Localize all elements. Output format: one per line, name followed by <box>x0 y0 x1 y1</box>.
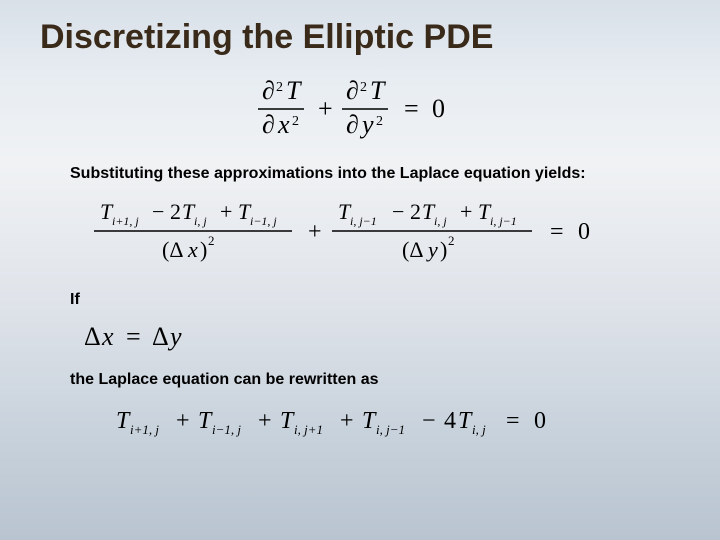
equation-laplace: ∂ 2 T ∂ x 2 + ∂ 2 T ∂ y 2 = 0 <box>40 75 680 150</box>
svg-text:=: = <box>404 94 419 123</box>
svg-text:+: + <box>460 199 472 224</box>
svg-text:y: y <box>167 322 182 351</box>
slide-title: Discretizing the Elliptic PDE <box>40 18 680 57</box>
svg-text:−: − <box>422 408 436 434</box>
equation-dxdy: Δx = Δy <box>80 321 680 360</box>
svg-text:Δ: Δ <box>84 322 101 351</box>
svg-text:+: + <box>176 408 190 434</box>
svg-text:i, j: i, j <box>194 214 207 228</box>
svg-text:x: x <box>187 237 198 262</box>
svg-text:0: 0 <box>432 94 445 123</box>
svg-text:i, j−1: i, j−1 <box>490 214 517 228</box>
svg-text:0: 0 <box>578 219 590 245</box>
text-if: If <box>70 290 680 311</box>
equation-final: Ti+1, j + Ti−1, j + Ti, j+1 + Ti, j−1 − … <box>40 400 680 449</box>
text-rewrite: the Laplace equation can be rewritten as <box>70 370 680 391</box>
svg-text:i+1, j: i+1, j <box>112 214 139 228</box>
svg-text:x: x <box>277 110 290 139</box>
svg-text:∂: ∂ <box>262 110 275 139</box>
svg-text:T: T <box>286 76 302 105</box>
svg-text:i, j+1: i, j+1 <box>294 422 323 437</box>
svg-text:i, j: i, j <box>472 422 486 437</box>
svg-text:=: = <box>550 219 564 245</box>
svg-text:i−1, j: i−1, j <box>212 422 241 437</box>
svg-text:+: + <box>258 408 272 434</box>
svg-text:+: + <box>220 199 232 224</box>
svg-text:2: 2 <box>292 114 299 129</box>
svg-text:y: y <box>426 237 438 262</box>
slide: Discretizing the Elliptic PDE ∂ 2 T ∂ x … <box>0 0 720 540</box>
svg-text:(Δ: (Δ <box>162 237 183 262</box>
svg-text:=: = <box>506 408 520 434</box>
svg-text:T: T <box>198 408 213 434</box>
svg-text:T: T <box>458 408 473 434</box>
svg-text:T: T <box>370 76 386 105</box>
svg-text:2: 2 <box>208 233 215 248</box>
svg-text:2: 2 <box>410 199 421 224</box>
svg-text:T: T <box>280 408 295 434</box>
svg-text:i+1, j: i+1, j <box>130 422 159 437</box>
equation-discretized: Ti+1, j − 2Ti, j + Ti−1, j (Δx) 2 + Ti, … <box>40 195 680 276</box>
svg-text:4: 4 <box>444 408 456 434</box>
svg-text:2: 2 <box>448 233 455 248</box>
svg-text:2: 2 <box>276 80 283 95</box>
svg-text:=: = <box>126 322 141 351</box>
svg-text:i, j−1: i, j−1 <box>376 422 405 437</box>
svg-text:−: − <box>152 199 164 224</box>
svg-text:2: 2 <box>360 80 367 95</box>
svg-text:+: + <box>308 219 322 245</box>
svg-text:2: 2 <box>170 199 181 224</box>
svg-text:): ) <box>440 237 447 262</box>
svg-text:T: T <box>362 408 377 434</box>
svg-text:y: y <box>359 110 374 139</box>
svg-text:+: + <box>318 94 333 123</box>
text-substituting: Substituting these approximations into t… <box>70 164 680 185</box>
svg-text:−: − <box>392 199 404 224</box>
svg-text:+: + <box>340 408 354 434</box>
svg-text:Δ: Δ <box>152 322 169 351</box>
svg-text:): ) <box>200 237 207 262</box>
svg-text:∂: ∂ <box>346 110 359 139</box>
svg-text:∂: ∂ <box>346 76 359 105</box>
svg-text:x: x <box>101 322 114 351</box>
svg-text:T: T <box>116 408 131 434</box>
svg-text:∂: ∂ <box>262 76 275 105</box>
svg-text:2: 2 <box>376 114 383 129</box>
svg-text:i, j: i, j <box>434 214 447 228</box>
svg-text:i, j−1: i, j−1 <box>350 214 377 228</box>
svg-text:0: 0 <box>534 408 546 434</box>
svg-text:i−1, j: i−1, j <box>250 214 277 228</box>
svg-text:(Δ: (Δ <box>402 237 423 262</box>
